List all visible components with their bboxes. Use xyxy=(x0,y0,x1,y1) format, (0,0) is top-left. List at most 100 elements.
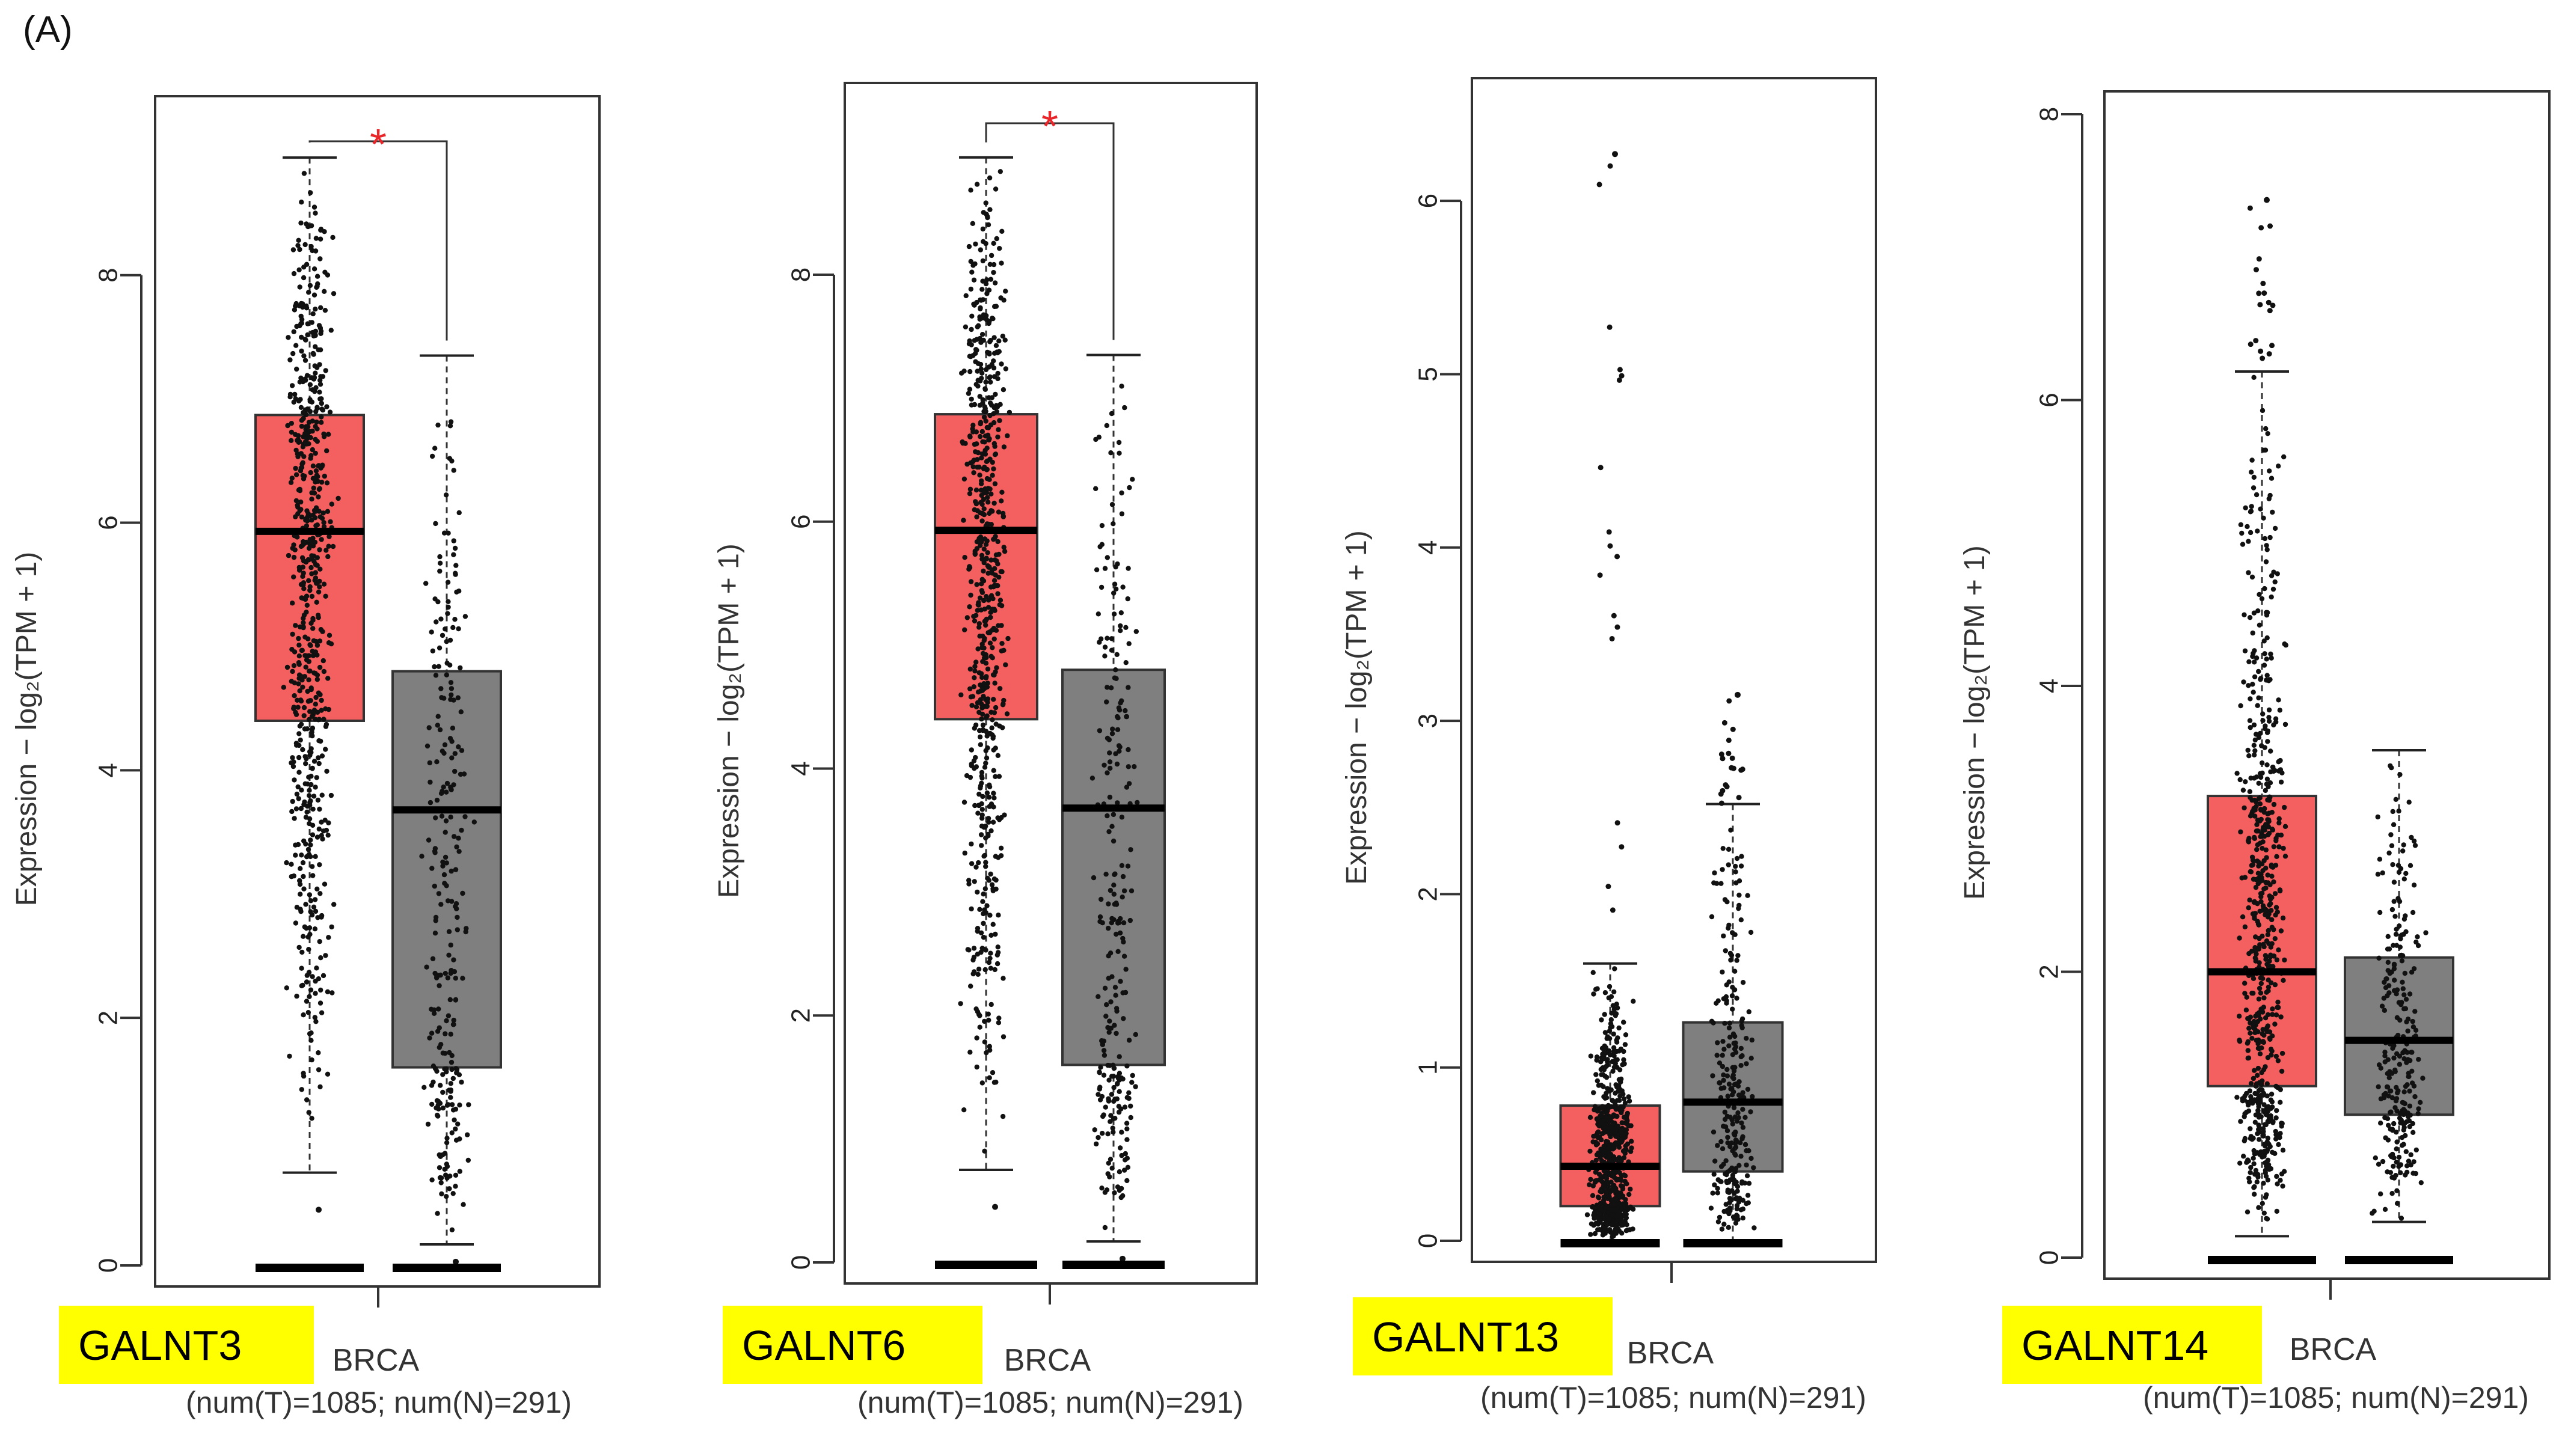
data-point xyxy=(301,1073,307,1079)
data-point xyxy=(1111,1130,1116,1135)
outlier-point xyxy=(1614,624,1620,630)
data-point xyxy=(1617,1216,1623,1221)
data-point xyxy=(1112,1023,1117,1028)
data-point xyxy=(991,466,996,472)
data-point xyxy=(308,223,314,228)
data-point xyxy=(291,574,296,580)
data-point xyxy=(2240,542,2246,547)
data-point xyxy=(317,236,323,242)
data-point xyxy=(299,423,305,429)
data-point xyxy=(1742,1142,1748,1148)
data-point xyxy=(996,774,1002,779)
data-point xyxy=(972,302,977,308)
data-point xyxy=(2270,1012,2275,1017)
data-point xyxy=(2403,929,2409,935)
data-point xyxy=(2276,697,2281,703)
data-point xyxy=(319,708,324,713)
data-point xyxy=(314,599,319,605)
gene-label: GALNT3 xyxy=(78,1322,242,1369)
data-point xyxy=(981,568,986,574)
data-point xyxy=(2266,928,2271,934)
data-point xyxy=(1590,1139,1596,1145)
data-point xyxy=(995,583,1001,589)
data-point xyxy=(984,790,990,796)
data-point xyxy=(982,852,988,858)
data-point xyxy=(1105,1131,1111,1137)
data-point xyxy=(2265,1023,2270,1029)
data-point xyxy=(1109,824,1115,829)
data-point xyxy=(2261,941,2266,947)
data-point xyxy=(2278,1014,2284,1020)
data-point xyxy=(1723,994,1729,1000)
data-point xyxy=(2401,1049,2407,1054)
data-point xyxy=(2258,1092,2264,1098)
data-point xyxy=(1118,628,1123,634)
data-point xyxy=(967,604,972,610)
data-point xyxy=(317,566,323,572)
data-point xyxy=(2261,1108,2267,1113)
data-point xyxy=(312,717,318,722)
data-point xyxy=(1110,1125,1115,1131)
data-point xyxy=(967,486,973,492)
data-point xyxy=(2407,1124,2412,1130)
data-point xyxy=(319,913,325,919)
data-point xyxy=(2247,614,2253,620)
data-point xyxy=(1098,1065,1103,1070)
data-point xyxy=(2370,1211,2375,1216)
data-point xyxy=(2263,847,2269,853)
data-point xyxy=(985,550,990,555)
data-point xyxy=(983,622,988,628)
data-point xyxy=(304,508,310,513)
data-point xyxy=(2385,1071,2390,1077)
data-point xyxy=(2258,980,2264,986)
data-point xyxy=(2260,1154,2265,1160)
data-point xyxy=(1109,731,1115,736)
data-point xyxy=(2269,1052,2274,1058)
data-point xyxy=(1595,1135,1601,1140)
data-point xyxy=(2246,838,2251,843)
significance-bracket xyxy=(985,122,1115,340)
data-point xyxy=(976,791,982,797)
data-point xyxy=(2270,586,2276,592)
points-N xyxy=(419,419,477,1265)
data-point xyxy=(982,703,987,709)
y-axis-label: Expression − log₂(TPM + 1) xyxy=(11,552,43,907)
data-point xyxy=(995,370,1001,376)
data-point xyxy=(318,305,323,311)
data-point xyxy=(1002,549,1008,554)
data-point xyxy=(1731,1089,1736,1095)
data-point xyxy=(1123,990,1129,996)
data-point xyxy=(308,842,313,848)
data-point xyxy=(1107,1174,1112,1179)
y-tick-label: 8 xyxy=(786,268,816,282)
data-point xyxy=(296,754,302,760)
data-point xyxy=(2260,1201,2265,1207)
data-point xyxy=(329,990,335,996)
data-point xyxy=(1126,1090,1132,1096)
data-point xyxy=(991,795,997,801)
data-point xyxy=(2255,1101,2261,1106)
sample-note: (num(T)=1085; num(N)=291) xyxy=(186,1386,572,1419)
data-point xyxy=(455,927,460,932)
data-point xyxy=(1732,1169,1738,1175)
data-point xyxy=(290,601,295,606)
data-point xyxy=(319,463,325,469)
data-point xyxy=(1601,1056,1606,1062)
data-point xyxy=(309,1057,314,1063)
data-point xyxy=(2390,809,2395,815)
data-point xyxy=(313,370,318,376)
data-point xyxy=(1103,872,1109,877)
data-point xyxy=(296,439,301,445)
data-point xyxy=(424,743,431,749)
data-point xyxy=(2260,408,2266,414)
data-point xyxy=(304,373,310,378)
data-point xyxy=(987,955,993,961)
data-point xyxy=(996,427,1001,432)
data-point xyxy=(1729,930,1735,935)
data-point xyxy=(293,447,299,453)
data-point xyxy=(1739,1179,1745,1185)
data-point xyxy=(299,852,304,858)
data-point xyxy=(2267,1036,2273,1042)
data-point xyxy=(440,859,446,865)
data-point xyxy=(1130,477,1135,482)
